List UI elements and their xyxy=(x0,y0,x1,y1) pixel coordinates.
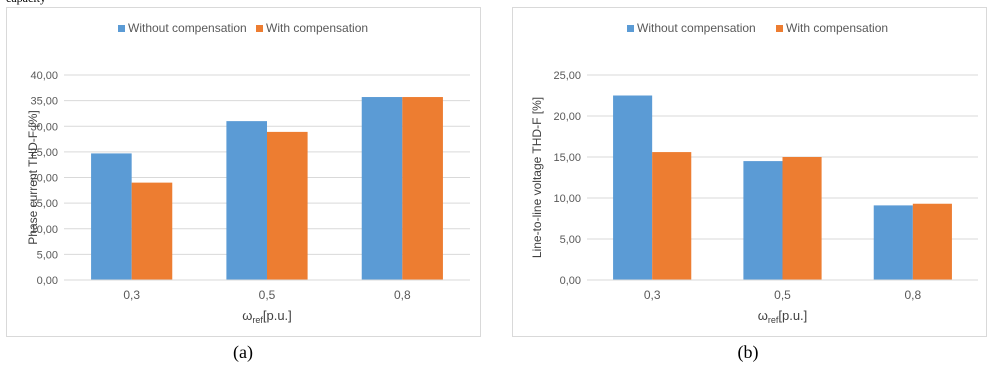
bar-without-compensation-0-5 xyxy=(743,161,783,280)
bar-with-compensation-0-5 xyxy=(782,157,822,280)
legend-swatch-1 xyxy=(627,25,634,32)
legend-label-2: With compensation xyxy=(786,21,888,35)
legend-label-2: With compensation xyxy=(266,21,368,35)
legend-label-1: Without compensation xyxy=(128,21,247,35)
bar-with-compensation-0-3 xyxy=(131,182,173,280)
y-tick-label: 15,00 xyxy=(553,152,581,164)
y-tick-label: 25,00 xyxy=(553,70,581,82)
x-axis-label-unit: [p.u.] xyxy=(263,308,292,323)
x-tick-label: 0,3 xyxy=(644,288,661,302)
bar-without-compensation-0-8 xyxy=(873,205,913,280)
top-text-fragment: capacity xyxy=(0,0,989,6)
y-tick-label: 5,00 xyxy=(37,249,58,261)
y-tick-label: 25,00 xyxy=(30,147,58,159)
caption-a: (a) xyxy=(233,342,253,362)
x-axis-label: ωref[p.u.] xyxy=(758,308,808,325)
top-fragment-text: capacity xyxy=(6,0,46,6)
caption-b: (b) xyxy=(737,342,759,362)
y-tick-label: 15,00 xyxy=(30,198,58,210)
bar-without-compensation-0-3 xyxy=(613,95,653,280)
x-tick-label: 0,8 xyxy=(904,288,921,302)
y-tick-label: 10,00 xyxy=(30,224,58,236)
x-tick-label: 0,5 xyxy=(774,288,791,302)
y-tick-label: 5,00 xyxy=(560,234,581,246)
x-axis-label-unit: [p.u.] xyxy=(778,308,807,323)
legend-swatch-2 xyxy=(776,25,783,32)
x-axis-label-symbol: ω xyxy=(758,308,768,323)
bar-without-compensation-0-5 xyxy=(226,121,267,280)
y-tick-label: 30,00 xyxy=(30,121,58,133)
y-tick-label: 0,00 xyxy=(560,275,581,287)
x-axis-label-subscript: ref xyxy=(252,315,263,325)
x-axis-label: ωref[p.u.] xyxy=(242,308,292,325)
bar-with-compensation-0-3 xyxy=(652,152,692,280)
chart-panel-b: Without compensation With compensation 0,0… xyxy=(512,7,987,337)
x-tick-label: 0,8 xyxy=(394,288,411,302)
chart-a-svg: Without compensation With compensation 0,0… xyxy=(26,21,470,325)
legend: Without compensation With compensation xyxy=(118,21,368,35)
y-axis-label: Line-to-line voltage THD-F [%] xyxy=(530,97,544,258)
y-axis-label: Phase current THD-F [%] xyxy=(26,110,40,244)
bar-with-compensation-0-5 xyxy=(267,131,308,280)
bar-without-compensation-0-3 xyxy=(91,153,132,280)
y-tick-label: 20,00 xyxy=(553,111,581,123)
legend-swatch-2 xyxy=(256,25,263,32)
legend: Without compensation With compensation xyxy=(627,21,888,35)
chart-b-svg: Without compensation With compensation 0,0… xyxy=(530,21,978,325)
legend-swatch-1 xyxy=(118,25,125,32)
x-axis-label-subscript: ref xyxy=(768,315,779,325)
y-tick-label: 10,00 xyxy=(553,193,581,205)
bar-without-compensation-0-8 xyxy=(361,97,403,280)
x-tick-label: 0,3 xyxy=(123,288,140,302)
x-axis-label-symbol: ω xyxy=(242,308,252,323)
legend-label-1: Without compensation xyxy=(637,21,756,35)
bar-with-compensation-0-8 xyxy=(912,203,952,280)
y-tick-label: 20,00 xyxy=(30,173,58,185)
bar-with-compensation-0-8 xyxy=(402,97,443,280)
y-tick-label: 35,00 xyxy=(30,96,58,108)
y-tick-label: 0,00 xyxy=(37,275,58,287)
chart-panel-a: Without compensation With compensation 0,0… xyxy=(6,7,481,337)
x-tick-label: 0,5 xyxy=(259,288,276,302)
y-tick-label: 40,00 xyxy=(30,70,58,82)
